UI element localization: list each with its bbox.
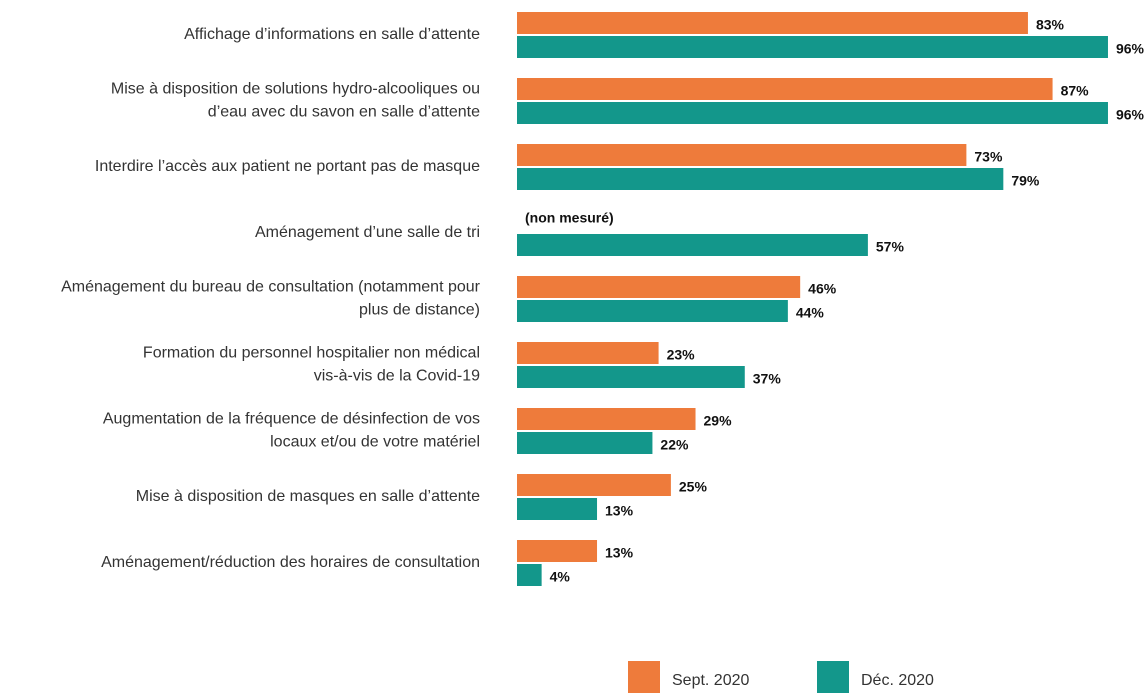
- value-label: 87%: [1061, 83, 1090, 99]
- category-label: Aménagement/réduction des horaires de co…: [101, 554, 480, 571]
- bar: [517, 540, 598, 562]
- category-line: Formation du personnel hospitalier non m…: [143, 345, 480, 362]
- category-label: Formation du personnel hospitalier non m…: [143, 345, 480, 385]
- bar: [517, 498, 598, 520]
- legend-label: Déc. 2020: [861, 672, 934, 689]
- category-label: Affichage d’informations en salle d’atte…: [184, 26, 480, 43]
- bar: [517, 78, 1053, 100]
- bar: [517, 36, 1108, 58]
- value-label: 37%: [753, 371, 782, 387]
- value-label: 46%: [808, 281, 837, 297]
- category-line: plus de distance): [359, 302, 480, 319]
- bar: [517, 168, 1004, 190]
- category-line: d’eau avec du savon en salle d’attente: [208, 104, 480, 121]
- bar: [517, 474, 671, 496]
- value-label: 25%: [679, 479, 708, 495]
- value-label: 29%: [704, 413, 733, 429]
- value-label: 57%: [876, 239, 905, 255]
- value-label: 83%: [1036, 17, 1065, 33]
- value-label: (non mesuré): [525, 210, 614, 226]
- legend-swatch: [628, 661, 660, 693]
- category-label: Interdire l’accès aux patient ne portant…: [95, 158, 480, 175]
- value-label: 96%: [1116, 107, 1145, 123]
- value-label: 13%: [605, 545, 634, 561]
- value-label: 22%: [660, 437, 689, 453]
- category-line: vis-à-vis de la Covid-19: [314, 368, 480, 385]
- value-label: 73%: [974, 149, 1003, 165]
- value-label: 23%: [667, 347, 696, 363]
- category-label: Augmentation de la fréquence de désinfec…: [103, 411, 480, 451]
- category-line: Affichage d’informations en salle d’atte…: [184, 26, 480, 43]
- bar: [517, 102, 1108, 124]
- bar: [517, 12, 1028, 34]
- bar: [517, 366, 745, 388]
- bar: [517, 564, 542, 586]
- bar: [517, 342, 659, 364]
- category-line: Interdire l’accès aux patient ne portant…: [95, 158, 480, 175]
- category-label: Mise à disposition de masques en salle d…: [136, 488, 480, 505]
- category-line: Aménagement d’une salle de tri: [255, 224, 480, 241]
- category-label: Aménagement d’une salle de tri: [255, 224, 480, 241]
- bar: [517, 432, 653, 454]
- value-label: 4%: [550, 569, 571, 585]
- category-line: Aménagement du bureau de consultation (n…: [61, 279, 481, 296]
- value-label: 96%: [1116, 41, 1145, 57]
- bar: [517, 276, 801, 298]
- bar: [517, 234, 868, 256]
- value-label: 13%: [605, 503, 634, 519]
- category-label: Aménagement du bureau de consultation (n…: [61, 279, 481, 319]
- legend-label: Sept. 2020: [672, 672, 750, 689]
- value-label: 44%: [796, 305, 825, 321]
- bar: [517, 300, 788, 322]
- bar: [517, 144, 967, 166]
- category-line: Mise à disposition de masques en salle d…: [136, 488, 480, 505]
- bar: [517, 408, 696, 430]
- category-line: Mise à disposition de solutions hydro-al…: [111, 81, 480, 98]
- category-line: Augmentation de la fréquence de désinfec…: [103, 411, 480, 428]
- category-line: Aménagement/réduction des horaires de co…: [101, 554, 480, 571]
- value-label: 79%: [1011, 173, 1040, 189]
- category-line: locaux et/ou de votre matériel: [270, 434, 480, 451]
- category-label: Mise à disposition de solutions hydro-al…: [111, 81, 480, 121]
- legend-swatch: [817, 661, 849, 693]
